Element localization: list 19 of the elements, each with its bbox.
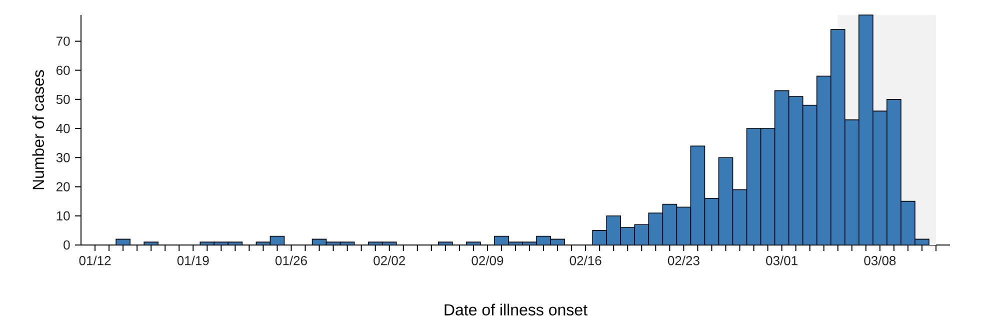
y-tick-label: 30 [56, 153, 70, 162]
x-axis-title: Date of illness onset [444, 304, 588, 316]
x-tick-label: 01/12 [79, 256, 111, 266]
y-tick-label: 50 [56, 94, 70, 104]
y-axis-title: Number of cases [32, 70, 44, 190]
y-tick-label: 70 [56, 36, 70, 46]
x-tick-label: 02/02 [374, 256, 405, 266]
x-tick-label: 01/26 [275, 256, 307, 266]
x-tick-label: 02/23 [668, 256, 700, 266]
y-tick-label: 20 [56, 182, 70, 192]
y-tick-label: 10 [56, 211, 70, 220]
x-tick-label: 02/09 [472, 256, 504, 266]
x-tick-label: 03/08 [864, 256, 896, 266]
x-tick-label: 01/19 [177, 256, 209, 266]
y-tick-label: 60 [56, 66, 70, 75]
x-tick-label: 02/16 [570, 256, 602, 266]
y-tick-label: 0 [64, 240, 70, 250]
y-tick-label: 40 [56, 124, 70, 134]
x-tick-label: 03/01 [766, 256, 798, 266]
